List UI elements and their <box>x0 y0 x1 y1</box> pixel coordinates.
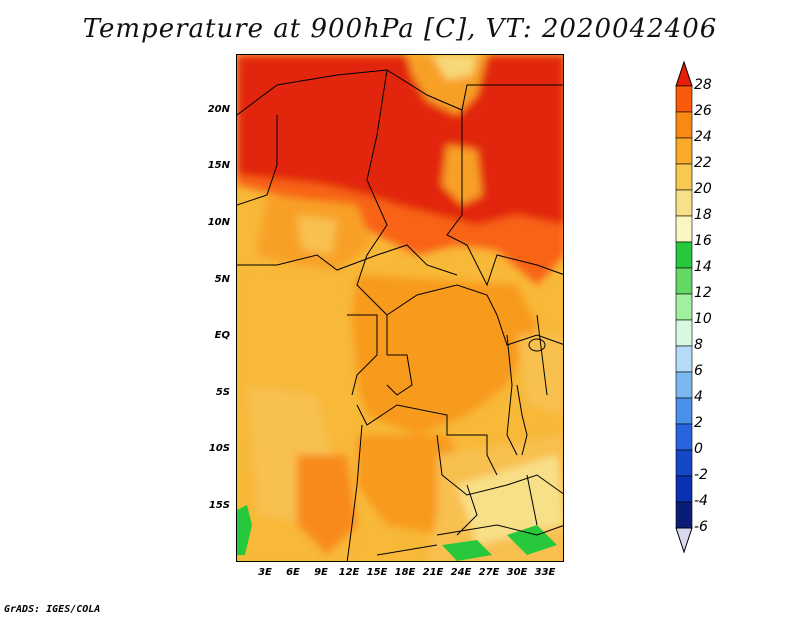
lon-tick-label: 3E <box>258 567 272 578</box>
colorbar-label: 22 <box>694 155 712 171</box>
colorbar-label: -4 <box>694 493 708 509</box>
colorbar-label: 4 <box>694 389 703 405</box>
lon-tick-label: 18E <box>394 567 416 578</box>
colorbar-label: 0 <box>694 441 703 457</box>
colorbar-label: -2 <box>694 467 708 483</box>
colorbar <box>675 60 693 554</box>
colorbar-label: 8 <box>694 337 703 353</box>
lat-tick-label: 10S <box>208 443 230 454</box>
lon-tick-label: 15E <box>366 567 388 578</box>
colorbar-swatch <box>675 189 693 217</box>
colorbar-swatch <box>675 371 693 399</box>
colorbar-swatch <box>675 85 693 113</box>
colorbar-label: 6 <box>694 363 703 379</box>
lat-tick-label: 15S <box>208 500 230 511</box>
colorbar-swatch <box>675 137 693 165</box>
colorbar-swatch <box>675 163 693 191</box>
lon-tick-label: 12E <box>338 567 360 578</box>
colorbar-label: -6 <box>694 519 708 535</box>
lon-tick-label: 21E <box>422 567 444 578</box>
colorbar-label: 20 <box>694 181 712 197</box>
colorbar-label: 14 <box>694 259 712 275</box>
colorbar-label: 2 <box>694 415 703 431</box>
lon-tick-label: 6E <box>286 567 300 578</box>
colorbar-label: 16 <box>694 233 712 249</box>
colorbar-label: 12 <box>694 285 712 301</box>
lon-tick-label: 30E <box>506 567 528 578</box>
chart-title: Temperature at 900hPa [C], VT: 202004240… <box>82 14 718 44</box>
colorbar-label: 10 <box>694 311 712 327</box>
colorbar-label: 26 <box>694 103 712 119</box>
temperature-field <box>237 55 563 561</box>
colorbar-swatch <box>675 449 693 477</box>
colorbar-swatch <box>675 111 693 139</box>
colorbar-swatch <box>675 293 693 321</box>
lon-tick-label: 27E <box>478 567 500 578</box>
colorbar-swatch <box>675 267 693 295</box>
lon-tick-label: 33E <box>534 567 556 578</box>
lon-tick-label: 9E <box>314 567 328 578</box>
credit-text: GrADS: IGES/COLA <box>4 604 101 615</box>
lat-tick-label: EQ <box>214 330 230 341</box>
lat-tick-label: 5S <box>215 387 230 398</box>
colorbar-bottom-arrow <box>675 527 693 554</box>
map-panel <box>236 54 564 562</box>
colorbar-top-arrow <box>675 60 693 87</box>
lon-tick-label: 24E <box>450 567 472 578</box>
colorbar-swatch <box>675 215 693 243</box>
lat-tick-label: 20N <box>207 104 230 115</box>
colorbar-swatch <box>675 241 693 269</box>
colorbar-swatch <box>675 397 693 425</box>
colorbar-swatch <box>675 319 693 347</box>
colorbar-swatch <box>675 345 693 373</box>
lat-tick-label: 15N <box>207 160 230 171</box>
lat-tick-label: 10N <box>207 217 230 228</box>
colorbar-swatch <box>675 475 693 503</box>
colorbar-label: 24 <box>694 129 712 145</box>
colorbar-swatch <box>675 501 693 529</box>
colorbar-swatch <box>675 423 693 451</box>
lat-tick-label: 5N <box>214 274 230 285</box>
colorbar-label: 28 <box>694 77 712 93</box>
colorbar-label: 18 <box>694 207 712 223</box>
